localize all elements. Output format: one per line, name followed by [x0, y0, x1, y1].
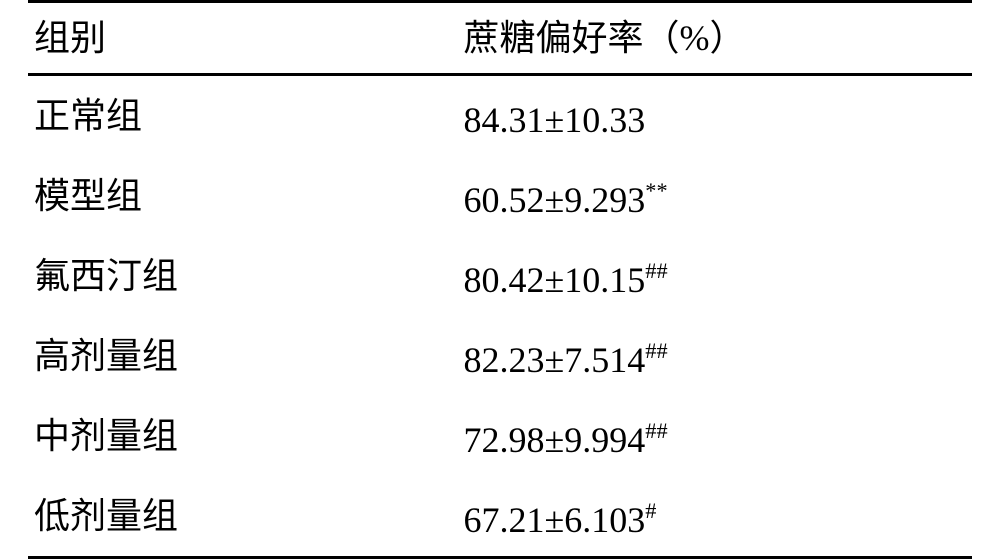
cell-group-text: 正常组 [28, 80, 458, 152]
cell-value-mark: # [645, 498, 656, 523]
table-row: 高剂量组 82.23±7.514## [28, 316, 972, 396]
cell-value: 67.21±6.103# [458, 476, 972, 558]
col-header-group-label: 组别 [28, 3, 458, 73]
cell-value-number: 60.52±9.293 [464, 180, 646, 220]
cell-value: 80.42±10.15## [458, 236, 972, 316]
table-row: 低剂量组 67.21±6.103# [28, 476, 972, 558]
col-header-group: 组别 [28, 2, 458, 75]
cell-value-number: 67.21±6.103 [464, 500, 646, 540]
cell-value-text: 82.23±7.514## [458, 316, 972, 396]
cell-value-number: 72.98±9.994 [464, 420, 646, 460]
cell-value-text: 67.21±6.103# [458, 476, 972, 556]
cell-value-text: 80.42±10.15## [458, 236, 972, 316]
cell-value-text: 60.52±9.293** [458, 156, 972, 236]
cell-group: 模型组 [28, 156, 458, 236]
cell-group-text: 低剂量组 [28, 480, 458, 552]
cell-value: 82.23±7.514## [458, 316, 972, 396]
cell-group-text: 高剂量组 [28, 320, 458, 392]
cell-group: 低剂量组 [28, 476, 458, 558]
table-row: 模型组 60.52±9.293** [28, 156, 972, 236]
cell-value: 60.52±9.293** [458, 156, 972, 236]
cell-group-text: 氟西汀组 [28, 240, 458, 312]
table-header-row: 组别 蔗糖偏好率（%） [28, 2, 972, 75]
table-row: 正常组 84.31±10.33 [28, 75, 972, 157]
cell-value-mark: ** [645, 178, 667, 203]
cell-value-text: 84.31±10.33 [458, 76, 972, 156]
col-header-value-label: 蔗糖偏好率（%） [458, 3, 972, 73]
cell-value-text: 72.98±9.994## [458, 396, 972, 476]
cell-group-text: 模型组 [28, 160, 458, 232]
cell-group: 氟西汀组 [28, 236, 458, 316]
table-row: 氟西汀组 80.42±10.15## [28, 236, 972, 316]
col-header-value: 蔗糖偏好率（%） [458, 2, 972, 75]
cell-value-mark: ## [645, 338, 667, 363]
cell-value-mark: ## [645, 258, 667, 283]
cell-group-text: 中剂量组 [28, 400, 458, 472]
cell-value-number: 80.42±10.15 [464, 260, 646, 300]
cell-group: 高剂量组 [28, 316, 458, 396]
table-row: 中剂量组 72.98±9.994## [28, 396, 972, 476]
cell-value: 84.31±10.33 [458, 75, 972, 157]
cell-value-mark: ## [645, 418, 667, 443]
cell-value: 72.98±9.994## [458, 396, 972, 476]
table-container: 组别 蔗糖偏好率（%） 正常组 84.31±10.33 模型组 [0, 0, 1000, 559]
cell-value-number: 84.31±10.33 [464, 100, 646, 140]
cell-value-number: 82.23±7.514 [464, 340, 646, 380]
cell-group: 中剂量组 [28, 396, 458, 476]
data-table: 组别 蔗糖偏好率（%） 正常组 84.31±10.33 模型组 [28, 0, 972, 559]
cell-group: 正常组 [28, 75, 458, 157]
